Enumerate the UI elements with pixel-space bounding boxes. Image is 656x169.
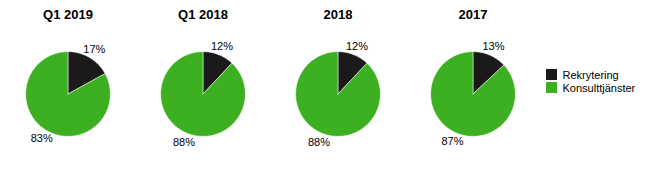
html-text:Konsulttjänster: Konsulttjänster [562,81,636,94]
svg-text:Q1 2019: Q1 2019 [43,7,93,22]
html-text:Rekrytering: Rekrytering [562,68,619,81]
svg-text:88%: 88% [308,136,330,148]
svg-text:17%: 17% [83,43,105,55]
svg-text:88%: 88% [173,136,195,148]
svg-text:2017: 2017 [459,7,488,22]
svg-text:13%: 13% [482,40,504,52]
svg-text:87%: 87% [441,135,463,147]
svg-text:Q1 2018: Q1 2018 [178,7,228,22]
svg-text:2018: 2018 [324,7,353,22]
svg-text:12%: 12% [211,40,233,52]
svg-text:83%: 83% [31,132,53,144]
svg-text:12%: 12% [346,40,368,52]
